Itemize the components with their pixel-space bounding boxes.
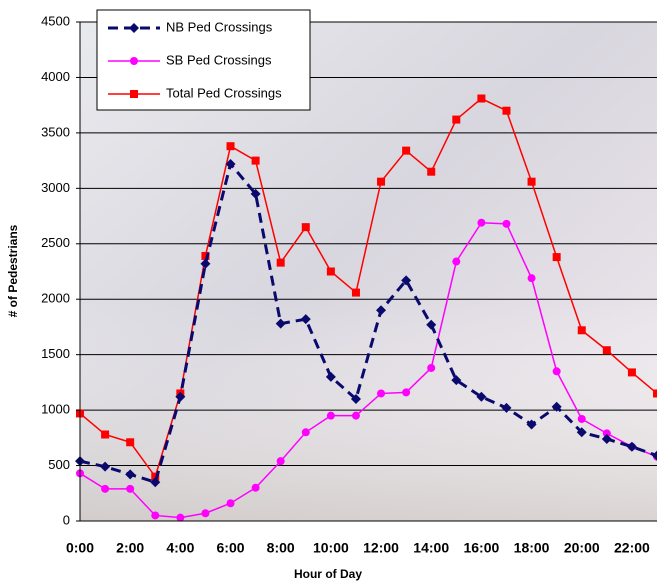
legend-label: Total Ped Crossings bbox=[166, 85, 282, 100]
point bbox=[151, 511, 159, 519]
y-tick-label: 2500 bbox=[41, 235, 70, 250]
y-tick-label: 1500 bbox=[41, 346, 70, 361]
point bbox=[277, 259, 285, 267]
y-axis-label: # of Pedestrians bbox=[6, 224, 20, 317]
x-tick-label: 0:00 bbox=[66, 540, 94, 556]
point bbox=[201, 509, 209, 517]
point bbox=[578, 415, 586, 423]
point bbox=[528, 274, 536, 282]
point bbox=[502, 107, 510, 115]
point bbox=[126, 485, 134, 493]
point bbox=[327, 412, 335, 420]
x-tick-label: 6:00 bbox=[217, 540, 245, 556]
x-tick-label: 16:00 bbox=[463, 540, 499, 556]
x-tick-label: 2:00 bbox=[116, 540, 144, 556]
point bbox=[452, 116, 460, 124]
point bbox=[402, 147, 410, 155]
point bbox=[227, 142, 235, 150]
x-tick-label: 14:00 bbox=[413, 540, 449, 556]
point bbox=[653, 389, 657, 397]
chart: Hour of Day # of Pedestrians SB Ped Cros… bbox=[0, 0, 657, 588]
x-axis-label: Hour of Day bbox=[294, 567, 362, 581]
x-tick-label: 18:00 bbox=[514, 540, 550, 556]
point bbox=[252, 484, 260, 492]
point bbox=[176, 514, 184, 522]
point bbox=[452, 258, 460, 266]
point bbox=[553, 253, 561, 261]
legend-marker bbox=[130, 57, 138, 65]
point bbox=[628, 368, 636, 376]
y-tick-label: 3000 bbox=[41, 180, 70, 195]
legend-label: NB Ped Crossings bbox=[166, 19, 273, 34]
point bbox=[302, 223, 310, 231]
y-tick-label: 4000 bbox=[41, 69, 70, 84]
point bbox=[502, 220, 510, 228]
point bbox=[477, 95, 485, 103]
point bbox=[377, 389, 385, 397]
point bbox=[101, 431, 109, 439]
legend-marker bbox=[130, 90, 138, 98]
x-tick-label: 8:00 bbox=[267, 540, 295, 556]
legend-label: SB Ped Crossings bbox=[166, 52, 272, 67]
point bbox=[227, 499, 235, 507]
x-tick-label: 12:00 bbox=[363, 540, 399, 556]
x-tick-label: 20:00 bbox=[564, 540, 600, 556]
point bbox=[377, 178, 385, 186]
point bbox=[126, 438, 134, 446]
x-tick-label: 4:00 bbox=[166, 540, 194, 556]
point bbox=[327, 268, 335, 276]
y-tick-label: 1000 bbox=[41, 402, 70, 417]
point bbox=[553, 367, 561, 375]
point bbox=[302, 428, 310, 436]
point bbox=[101, 485, 109, 493]
point bbox=[578, 326, 586, 334]
point bbox=[427, 364, 435, 372]
y-tick-label: 2000 bbox=[41, 291, 70, 306]
y-tick-label: 0 bbox=[63, 512, 70, 527]
point bbox=[528, 178, 536, 186]
point bbox=[402, 388, 410, 396]
point bbox=[477, 219, 485, 227]
point bbox=[427, 168, 435, 176]
point bbox=[252, 157, 260, 165]
x-tick-label: 10:00 bbox=[313, 540, 349, 556]
y-tick-label: 3500 bbox=[41, 124, 70, 139]
x-tick-label: 22:00 bbox=[614, 540, 650, 556]
y-tick-label: 500 bbox=[48, 457, 70, 472]
point bbox=[277, 457, 285, 465]
point bbox=[352, 289, 360, 297]
point bbox=[352, 412, 360, 420]
point bbox=[603, 346, 611, 354]
y-tick-label: 4500 bbox=[41, 13, 70, 28]
